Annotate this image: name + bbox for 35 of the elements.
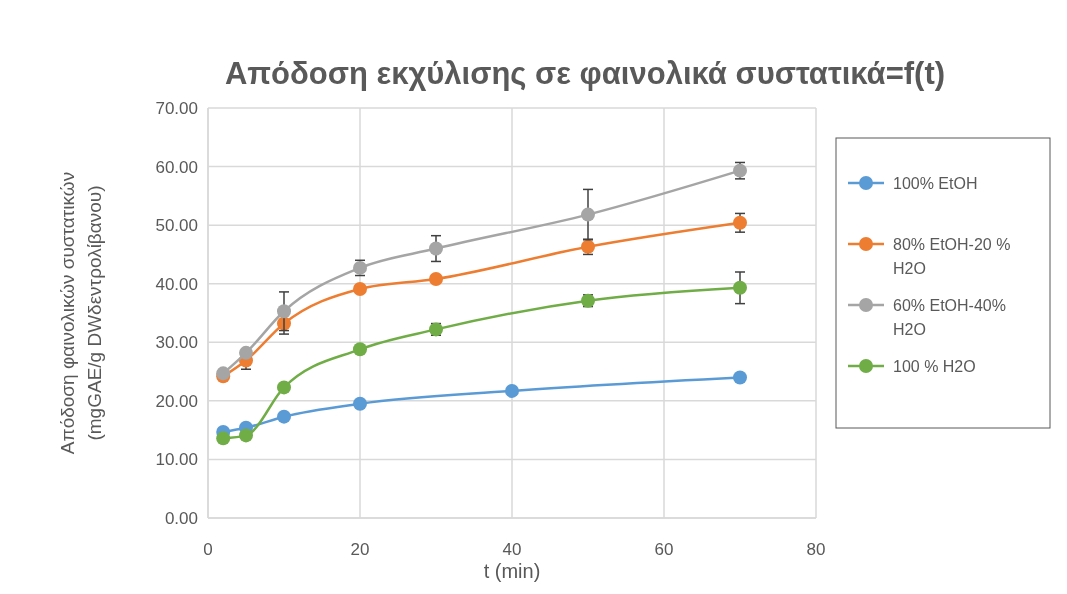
x-tick-label: 0 <box>203 540 213 559</box>
y-tick-label: 70.00 <box>155 99 198 118</box>
point <box>277 304 291 319</box>
y-tick-label: 30.00 <box>155 333 198 353</box>
legend-label: 100% EtOH <box>893 175 978 192</box>
point <box>429 272 443 287</box>
x-tick-label: 20 <box>350 540 370 559</box>
chart-title: Απόδοση εκχύλισης σε φαινολικά συστατικά=f(t) <box>224 56 946 91</box>
point <box>353 342 367 357</box>
y-tick-label: 10.00 <box>155 450 198 470</box>
point <box>239 428 253 443</box>
point <box>353 396 367 411</box>
legend-label: 80% EtOH-20 % H2O <box>893 236 1011 277</box>
legend-label: 60% EtOH-40% H2O <box>893 297 1006 338</box>
point <box>733 370 747 385</box>
x-tick-label: 60 <box>654 540 674 559</box>
y-tick-label: 40.00 <box>155 274 198 294</box>
x-tick-label: 80 <box>806 540 826 559</box>
y-axis-title: Απόδοση φαινολικών συστατικών (mgGAE/g DWδεντρολίβανου) <box>57 171 105 455</box>
point <box>733 280 747 295</box>
point <box>581 207 595 222</box>
legend-label: 100 % H2O <box>893 358 976 375</box>
point <box>277 409 291 424</box>
point <box>239 345 253 360</box>
y-tick-label: 60.00 <box>155 157 198 177</box>
y-tick-label: 50.00 <box>155 216 198 236</box>
point <box>505 383 519 398</box>
point <box>216 431 231 446</box>
y-tick-label: 20.00 <box>155 391 198 411</box>
point <box>429 241 443 256</box>
x-tick-label: 40 <box>502 540 522 559</box>
point <box>277 380 291 395</box>
y-tick-label: 0.00 <box>164 509 198 528</box>
point <box>353 281 367 296</box>
x-axis-title: t (min) <box>483 560 541 582</box>
